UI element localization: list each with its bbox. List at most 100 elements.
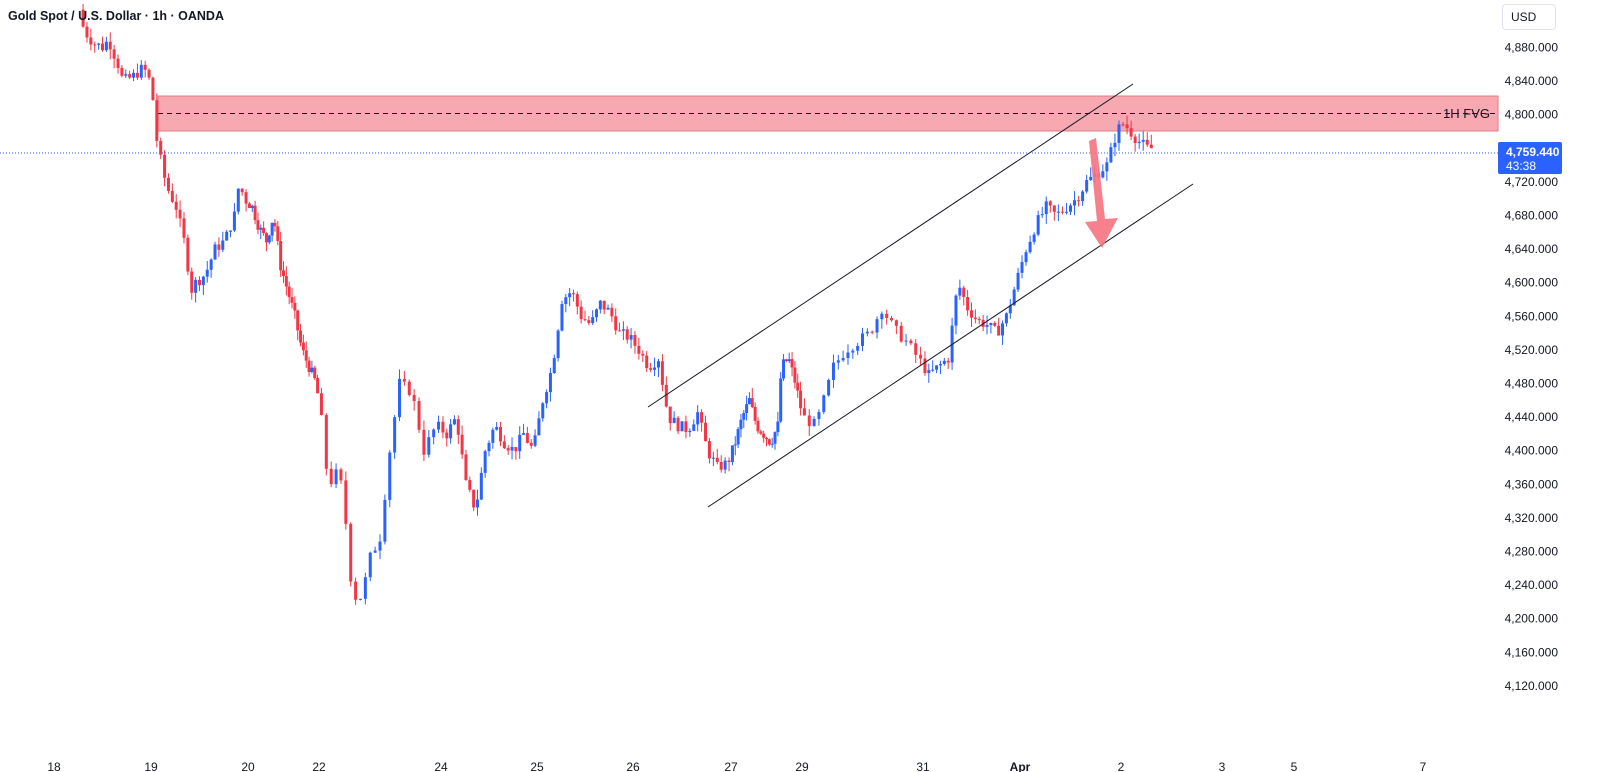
- candle-body: [1064, 211, 1068, 213]
- ascending-channel[interactable]: [647, 83, 1194, 508]
- candle-body: [506, 448, 510, 451]
- candle-body: [880, 313, 884, 320]
- candle-body: [329, 468, 333, 485]
- candle-body: [363, 577, 367, 599]
- candle-body: [81, 9, 85, 27]
- candle-body: [97, 43, 101, 45]
- candle-body: [966, 297, 970, 311]
- candle-body: [700, 412, 704, 423]
- candle-body: [846, 352, 850, 359]
- candle-body: [692, 424, 696, 431]
- candle-body: [782, 359, 786, 379]
- candle-body: [923, 358, 927, 374]
- candle-body: [491, 429, 495, 443]
- candle-body: [1129, 128, 1133, 137]
- candle-body: [739, 419, 743, 430]
- candle-body: [209, 259, 213, 270]
- candle-body: [1069, 205, 1072, 212]
- candle-body: [502, 441, 506, 449]
- candle-body: [931, 369, 935, 371]
- candle-body: [773, 432, 777, 444]
- candle-body: [1089, 176, 1093, 181]
- candle-body: [753, 406, 757, 421]
- candle-body: [273, 222, 277, 227]
- candle-body: [935, 365, 939, 370]
- candle-body: [552, 358, 556, 374]
- candle-body: [742, 413, 746, 420]
- candle-body: [875, 319, 879, 333]
- candle-body: [568, 293, 572, 298]
- channel-upper-line[interactable]: [647, 83, 1134, 408]
- candle-body: [522, 433, 526, 435]
- candle-body: [776, 421, 780, 433]
- candle-body: [250, 205, 254, 209]
- y-tick-label: 4,840.000: [1505, 74, 1559, 88]
- candle-body: [178, 209, 182, 219]
- time-axis[interactable]: 18 19 20 22 24 25 26 27 29 31 Apr 2 3 5 7: [47, 760, 1426, 772]
- candle-body: [437, 421, 441, 430]
- candle-body: [583, 319, 587, 321]
- candle-body: [799, 390, 803, 409]
- price-axis[interactable]: 4,880.0004,840.0004,800.0004,760.0004,72…: [1505, 41, 1559, 693]
- candle-body: [518, 434, 522, 452]
- candle-body: [1085, 180, 1089, 192]
- y-tick-label: 4,560.000: [1505, 309, 1559, 323]
- candle-body: [174, 201, 178, 210]
- candle-body: [1056, 211, 1060, 213]
- candle-body: [946, 360, 950, 363]
- candle-body: [571, 293, 575, 295]
- candle-body: [610, 307, 614, 317]
- down-arrow-icon[interactable]: [1085, 138, 1118, 248]
- candle-body: [452, 419, 456, 425]
- candle-body: [656, 361, 660, 368]
- currency-selector-button[interactable]: USD: [1502, 4, 1556, 30]
- candle-body: [182, 218, 186, 238]
- candle-body: [270, 222, 274, 236]
- candle-body: [316, 378, 320, 394]
- candle-body: [831, 362, 835, 380]
- candle-body: [1145, 139, 1149, 145]
- candle-body: [472, 489, 476, 508]
- x-tick-label: 3: [1219, 760, 1226, 772]
- candle-body: [159, 140, 163, 155]
- candle-body: [533, 435, 537, 446]
- candle-body: [958, 287, 962, 296]
- candle-body: [510, 447, 514, 451]
- candle-body: [641, 353, 645, 356]
- candle-body: [1073, 200, 1077, 206]
- candle-body: [812, 418, 816, 427]
- candle-body: [525, 433, 529, 443]
- candle-body: [784, 359, 788, 362]
- fvg-zone[interactable]: 1H FVG: [157, 95, 1499, 132]
- x-tick-label: 2: [1118, 760, 1125, 772]
- candle-body: [1137, 141, 1141, 144]
- candle-body: [259, 227, 263, 230]
- price-badge-countdown: 43:38: [1506, 159, 1536, 173]
- candle-body: [225, 231, 229, 241]
- candle-body: [970, 310, 973, 318]
- y-tick-label: 4,120.000: [1505, 679, 1559, 693]
- bearish-arrow[interactable]: [1085, 138, 1118, 248]
- candle-body: [727, 460, 731, 463]
- candle-body: [977, 319, 981, 321]
- candle-body: [664, 384, 668, 407]
- candle-body: [170, 190, 174, 202]
- candle-body: [247, 203, 251, 209]
- candle-body: [545, 392, 549, 404]
- candle-body: [163, 154, 167, 178]
- channel-lower-line[interactable]: [707, 183, 1194, 508]
- candle-body: [112, 49, 116, 59]
- candle-body: [861, 333, 864, 346]
- candle-body: [344, 480, 348, 524]
- candle-body: [293, 302, 297, 311]
- candle-body: [1133, 136, 1137, 144]
- candle-body: [1020, 262, 1024, 273]
- candle-body: [672, 417, 676, 424]
- candle-body: [1117, 124, 1121, 143]
- candle-body: [796, 382, 800, 391]
- candle-body: [865, 331, 869, 334]
- candle-body: [1060, 211, 1064, 213]
- candle-body: [704, 422, 708, 442]
- candle-body: [756, 420, 760, 432]
